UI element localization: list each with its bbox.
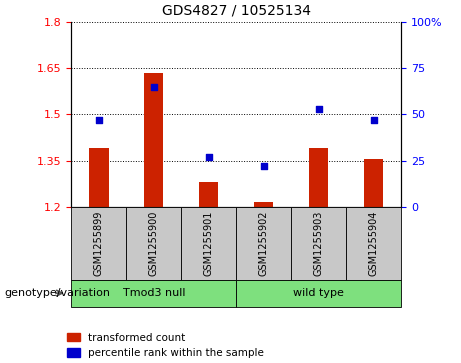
- Bar: [254, 202, 273, 207]
- Bar: [144, 73, 164, 207]
- Bar: [236, 280, 401, 307]
- Bar: [71, 280, 236, 307]
- Bar: [71, 207, 126, 280]
- Bar: [364, 159, 383, 207]
- Bar: [199, 182, 219, 207]
- Text: GSM1255901: GSM1255901: [204, 211, 214, 276]
- Text: GSM1255900: GSM1255900: [149, 211, 159, 276]
- Point: [95, 117, 103, 123]
- Text: GSM1255899: GSM1255899: [94, 211, 104, 276]
- Bar: [126, 207, 181, 280]
- Point: [315, 106, 322, 112]
- Text: genotype/variation: genotype/variation: [5, 288, 111, 298]
- Point: [260, 163, 267, 169]
- Text: Tmod3 null: Tmod3 null: [123, 288, 185, 298]
- Bar: [236, 207, 291, 280]
- Bar: [291, 207, 346, 280]
- Bar: [346, 207, 401, 280]
- Title: GDS4827 / 10525134: GDS4827 / 10525134: [162, 4, 311, 18]
- Bar: [181, 207, 236, 280]
- Text: wild type: wild type: [293, 288, 344, 298]
- Text: GSM1255903: GSM1255903: [313, 211, 324, 276]
- Point: [205, 154, 213, 160]
- Point: [150, 83, 158, 89]
- Bar: [309, 148, 328, 207]
- Legend: transformed count, percentile rank within the sample: transformed count, percentile rank withi…: [67, 333, 264, 358]
- Text: GSM1255904: GSM1255904: [369, 211, 378, 276]
- Point: [370, 117, 377, 123]
- Bar: [89, 148, 108, 207]
- Text: GSM1255902: GSM1255902: [259, 211, 269, 276]
